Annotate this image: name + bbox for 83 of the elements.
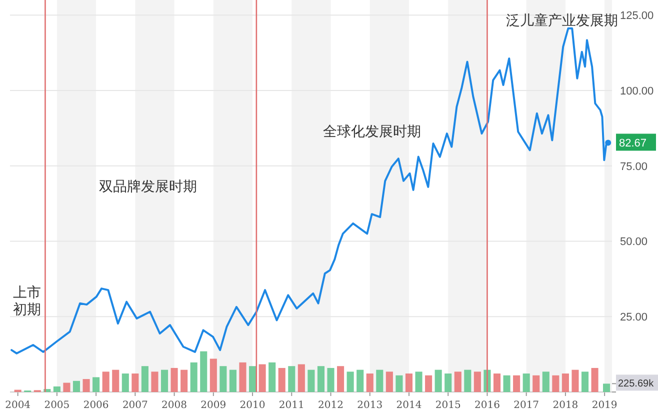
bar xyxy=(522,374,530,392)
x-tick-label: 2018 xyxy=(552,400,578,411)
x-tick-label: 2005 xyxy=(44,400,70,411)
x-tick-label: 2007 xyxy=(122,400,148,411)
x-tick-label: 2009 xyxy=(200,400,226,411)
x-tick-label: 2017 xyxy=(514,400,540,411)
bar xyxy=(239,362,246,392)
data-label: 82.67 xyxy=(619,138,647,150)
bar xyxy=(132,374,139,392)
bar xyxy=(337,366,344,392)
bar xyxy=(102,372,110,392)
bar xyxy=(53,386,60,392)
bar xyxy=(405,374,413,392)
bar xyxy=(200,351,208,392)
bar xyxy=(190,362,198,392)
bar xyxy=(503,375,510,392)
y-tick-label: 75.00 xyxy=(620,160,648,173)
bar xyxy=(220,366,227,392)
bar xyxy=(356,370,364,392)
x-tick-label: 2011 xyxy=(278,400,304,411)
y-tick-label: 100.00 xyxy=(620,85,654,98)
x-tick-label: 2010 xyxy=(240,400,266,411)
bar xyxy=(464,370,472,392)
bar xyxy=(112,370,120,392)
bar xyxy=(532,375,540,392)
bar xyxy=(298,364,305,392)
x-tick-label: 2019 xyxy=(592,400,618,411)
y2-tick-label: 225.69k xyxy=(618,378,655,390)
bar xyxy=(92,377,100,392)
bar xyxy=(82,379,90,392)
bar xyxy=(376,370,384,392)
x-tick-label: 2012 xyxy=(318,400,344,411)
annotation: 双品牌发展时期 xyxy=(99,179,197,195)
bar xyxy=(493,374,501,392)
annotation: 泛儿童产业发展期 xyxy=(506,13,618,29)
x-tick-label: 2008 xyxy=(162,400,188,411)
x-tick-label: 2013 xyxy=(357,400,383,411)
bar xyxy=(474,372,481,392)
bar xyxy=(572,370,579,392)
bar xyxy=(346,372,354,392)
bar xyxy=(180,370,188,392)
bar xyxy=(288,366,296,392)
bar xyxy=(591,368,598,392)
bar xyxy=(258,364,266,392)
y-tick-label: 25.00 xyxy=(620,312,648,324)
bar xyxy=(542,372,550,392)
y-tick-label: 50.00 xyxy=(620,236,648,248)
bar xyxy=(160,370,168,392)
bar xyxy=(72,380,80,392)
bar xyxy=(249,366,256,392)
bar xyxy=(603,384,610,392)
bar xyxy=(170,368,178,392)
bar xyxy=(454,372,462,392)
bar xyxy=(327,368,334,392)
bar xyxy=(268,362,276,392)
bar xyxy=(415,372,422,392)
bar xyxy=(210,358,217,392)
bar xyxy=(308,370,315,392)
bar xyxy=(386,372,393,392)
bar xyxy=(63,382,70,392)
bar xyxy=(562,374,569,392)
x-tick-label: 2006 xyxy=(83,400,109,411)
x-tick-label: 2016 xyxy=(474,400,500,411)
bar xyxy=(425,375,432,392)
annotation: 全球化发展时期 xyxy=(323,124,421,140)
bar xyxy=(122,374,129,392)
bar xyxy=(434,370,442,392)
bar xyxy=(444,374,452,392)
x-tick-label: 2004 xyxy=(5,400,31,411)
bar xyxy=(581,372,589,392)
bar xyxy=(396,375,403,392)
y-tick-label: 125.00 xyxy=(620,10,654,22)
bar xyxy=(552,375,560,392)
bar xyxy=(317,366,324,392)
annotation: 上市初期 xyxy=(13,285,41,318)
bar xyxy=(141,366,148,392)
bar xyxy=(366,374,374,392)
bar xyxy=(229,370,236,392)
x-tick-label: 2015 xyxy=(435,400,461,411)
bar xyxy=(278,368,286,392)
bar xyxy=(513,375,520,392)
bar xyxy=(151,372,158,392)
x-tick-label: 2014 xyxy=(396,400,422,411)
